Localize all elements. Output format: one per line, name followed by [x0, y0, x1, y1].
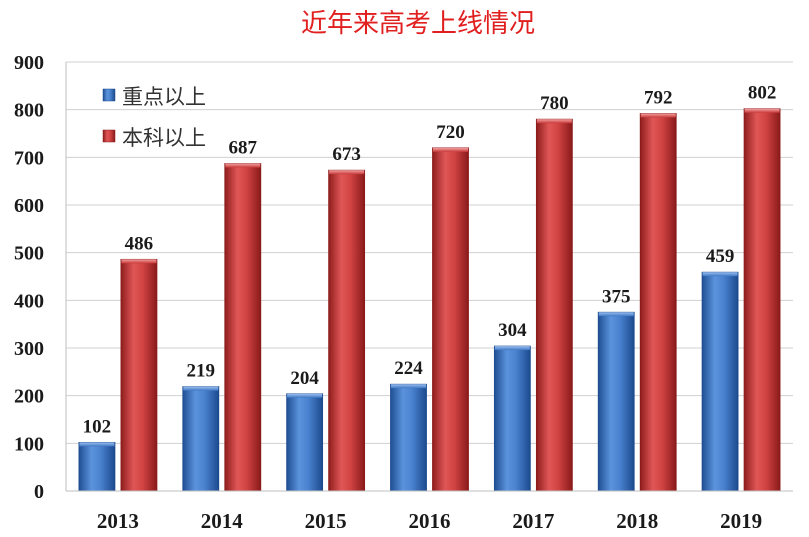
- y-tick-label: 500: [14, 243, 44, 265]
- data-label-key-line-2015: 204: [290, 368, 319, 389]
- data-label-key-line-2018: 375: [602, 286, 631, 307]
- y-tick-label: 0: [34, 481, 44, 503]
- data-label-undergrad-line-2015: 673: [332, 144, 361, 165]
- bar-undergrad-line-2015: [328, 169, 366, 492]
- x-tick-label-2015: 2015: [305, 509, 347, 533]
- y-tick-label: 400: [14, 290, 44, 312]
- bar-cap-undergrad-line-2017: [536, 119, 572, 124]
- y-tick-label: 200: [14, 386, 44, 408]
- chart-title: 近年来高考上线情况: [301, 9, 535, 39]
- gridlines: [66, 61, 793, 444]
- legend-item-undergrad-line: 本科以上: [102, 126, 206, 150]
- bar-undergrad-line-2013: [120, 258, 158, 492]
- bar-undergrad-line-2017: [535, 118, 573, 492]
- bar-cap-undergrad-line-2014: [225, 163, 261, 168]
- x-tick-label-2016: 2016: [409, 509, 451, 533]
- bar-cap-undergrad-line-2016: [433, 147, 468, 152]
- bar-cap-key-line-2014: [183, 386, 219, 391]
- x-axis: 2013 2014 2015 2016 2017 2018 2019: [66, 490, 793, 533]
- legend-label-key-line: 重点以上: [122, 85, 206, 109]
- x-tick-label-2019: 2019: [720, 509, 762, 533]
- bar-key-line-2016: [390, 383, 427, 492]
- data-label-undergrad-line-2018: 792: [644, 87, 673, 108]
- data-label-key-line-2016: 224: [394, 358, 423, 379]
- legend-swatch-undergrad-line: [102, 129, 116, 143]
- bar-undergrad-line-2014: [224, 163, 262, 492]
- bar-cap-undergrad-line-2015: [329, 170, 365, 175]
- bar-cap-key-line-2016: [391, 384, 426, 389]
- data-label-undergrad-line-2019: 802: [748, 83, 777, 104]
- y-tick-label: 900: [14, 52, 44, 74]
- bar-undergrad-line-2019: [743, 108, 781, 492]
- bar-key-line-2014: [182, 386, 220, 492]
- bar-key-line-2019: [701, 271, 739, 492]
- y-tick-label: 600: [14, 195, 44, 217]
- data-label-key-line-2017: 304: [498, 320, 527, 341]
- data-label-key-line-2014: 219: [187, 361, 216, 382]
- data-label-undergrad-line-2013: 486: [125, 233, 154, 254]
- bar-key-line-2017: [493, 345, 531, 492]
- bar-cap-undergrad-line-2019: [744, 108, 780, 113]
- y-tick-label: 100: [14, 433, 44, 455]
- y-tick-label: 300: [14, 338, 44, 360]
- bar-cap-undergrad-line-2013: [121, 259, 157, 264]
- bar-cap-key-line-2015: [287, 393, 323, 398]
- x-tick-label-2017: 2017: [512, 509, 554, 533]
- data-label-undergrad-line-2017: 780: [540, 93, 569, 114]
- y-axis: 0 100 200 300 400 500 600 700 800 900: [14, 52, 67, 503]
- data-label-undergrad-line-2016: 720: [436, 122, 465, 143]
- x-tick-label-2018: 2018: [616, 509, 658, 533]
- bar-key-line-2015: [286, 393, 324, 492]
- x-tick-label-2013: 2013: [97, 509, 139, 533]
- bar-cap-key-line-2017: [494, 346, 530, 351]
- legend-swatch-key-line: [102, 88, 116, 102]
- bar-key-line-2018: [597, 311, 635, 492]
- data-label-undergrad-line-2014: 687: [229, 138, 258, 159]
- legend-item-key-line: 重点以上: [102, 85, 206, 109]
- bar-key-line-2013: [78, 441, 116, 492]
- bar-cap-key-line-2013: [79, 442, 115, 447]
- bar-undergrad-line-2016: [432, 147, 469, 492]
- bar-cap-key-line-2018: [598, 312, 634, 317]
- bar-cap-undergrad-line-2018: [640, 113, 676, 118]
- data-label-key-line-2019: 459: [706, 246, 735, 267]
- bar-cap-key-line-2019: [702, 272, 738, 277]
- bar-undergrad-line-2018: [639, 113, 677, 492]
- y-tick-label: 800: [14, 100, 44, 122]
- legend: 重点以上 本科以上: [102, 85, 206, 150]
- x-tick-label-2014: 2014: [201, 509, 244, 533]
- bars: 102 486 219 687 204 673 224 720 304 780 375 792 459 8…: [78, 83, 781, 492]
- legend-label-undergrad-line: 本科以上: [122, 126, 206, 150]
- data-label-key-line-2013: 102: [83, 416, 112, 437]
- y-tick-label: 700: [14, 147, 44, 169]
